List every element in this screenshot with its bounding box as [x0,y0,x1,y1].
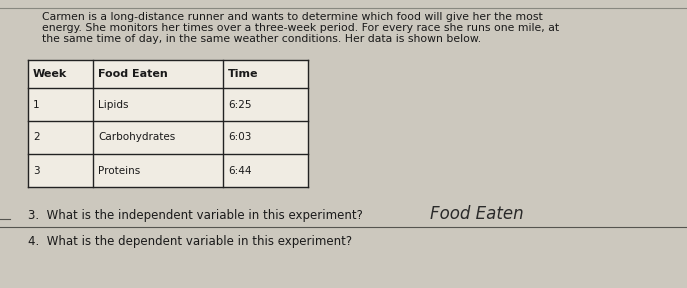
Text: Week: Week [33,69,67,79]
Text: 4.  What is the dependent variable in this experiment?: 4. What is the dependent variable in thi… [28,235,352,248]
Bar [28,60,308,187]
Text: Time: Time [228,69,258,79]
Text: 6:03: 6:03 [228,132,251,143]
Text: Food Eaten: Food Eaten [98,69,168,79]
Text: energy. She monitors her times over a three-week period. For every race she runs: energy. She monitors her times over a th… [42,23,559,33]
Text: 6:25: 6:25 [228,99,251,109]
Text: 6:44: 6:44 [228,166,251,175]
Text: Food Eaten: Food Eaten [430,205,523,223]
Text: Carmen is a long-distance runner and wants to determine which food will give her: Carmen is a long-distance runner and wan… [42,12,543,22]
Text: 3.  What is the independent variable in this experiment?: 3. What is the independent variable in t… [28,209,363,222]
Text: 3: 3 [33,166,40,175]
Text: 2: 2 [33,132,40,143]
Text: the same time of day, in the same weather conditions. Her data is shown below.: the same time of day, in the same weathe… [42,34,481,44]
Text: Proteins: Proteins [98,166,140,175]
Text: Carbohydrates: Carbohydrates [98,132,175,143]
Text: 1: 1 [33,99,40,109]
Text: Lipids: Lipids [98,99,128,109]
